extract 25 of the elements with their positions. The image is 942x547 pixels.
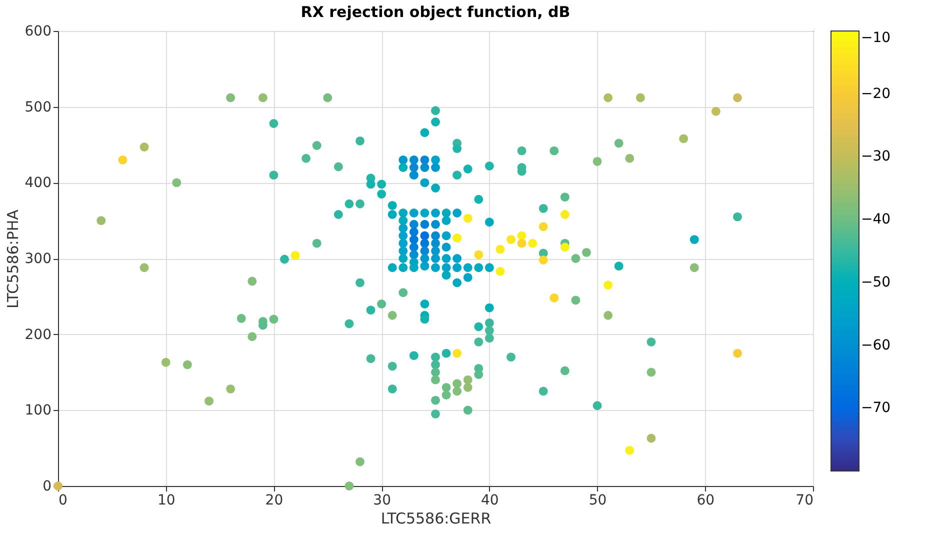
x-tick-label: 70 (796, 492, 814, 508)
color-bar-label: −70 (861, 400, 891, 416)
x-tick-label: 50 (588, 492, 607, 508)
x-tick-label: 60 (696, 492, 715, 508)
x-tick-label: 0 (58, 492, 68, 508)
x-tick-label: 30 (373, 492, 391, 508)
y-tick-label: 300 (24, 251, 52, 267)
y-axis-title: LTC5586:PHA (4, 208, 22, 308)
color-bar-label: −40 (861, 212, 891, 228)
color-bar-label: −10 (861, 30, 891, 46)
y-tick-label: 100 (24, 402, 52, 419)
color-bar-label: −50 (861, 274, 891, 290)
chart-title: RX rejection object function, dB (300, 3, 570, 21)
y-tick-label: 600 (24, 24, 52, 40)
color-bar-label: −60 (861, 337, 891, 354)
y-tick-label: 200 (24, 326, 52, 343)
x-tick-label: 40 (481, 492, 499, 508)
color-bar-label: −20 (861, 86, 891, 102)
y-tick-label: 400 (24, 175, 52, 192)
y-tick-label: 500 (24, 99, 52, 116)
x-tick-label: 20 (265, 492, 284, 508)
y-tick-label: 0 (42, 478, 52, 494)
color-bar-label: −30 (861, 148, 891, 165)
x-axis-title: LTC5586:GERR (380, 510, 492, 528)
x-tick-label: 10 (157, 492, 176, 508)
